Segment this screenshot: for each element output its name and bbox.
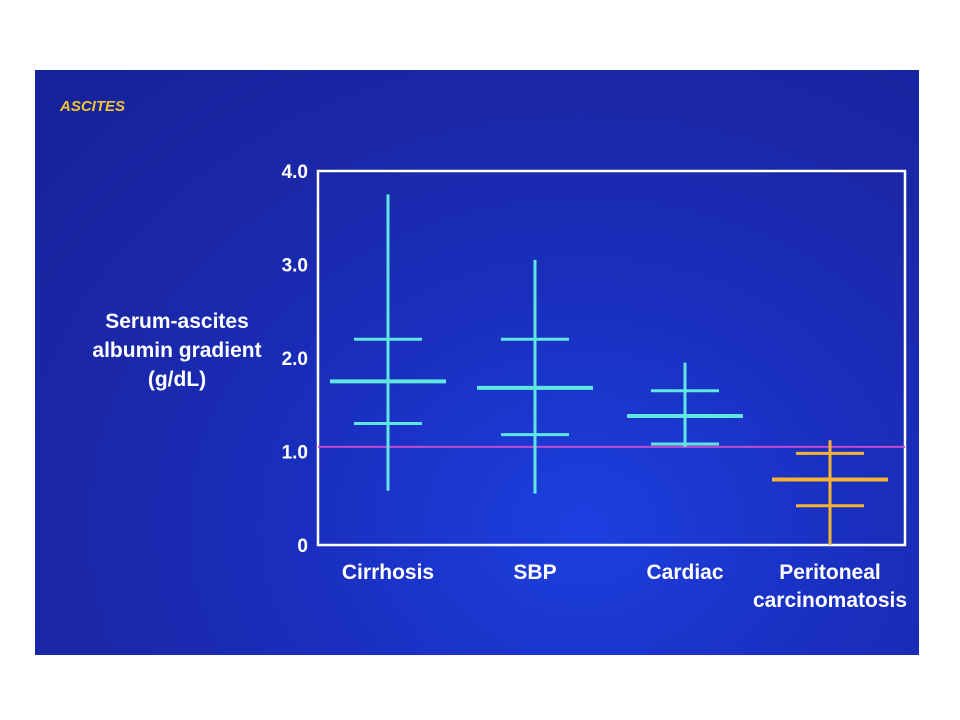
range-bar-2 <box>627 362 743 447</box>
y-tick-label: 3.0 <box>282 256 308 277</box>
category-label: SBP <box>513 561 556 584</box>
range-bars <box>330 194 888 545</box>
y-tick-label: 4.0 <box>282 162 308 183</box>
y-axis-label-line: Serum-ascites <box>105 310 249 333</box>
category-label: carcinomatosis <box>753 589 907 612</box>
category-label: Peritoneal <box>779 561 881 584</box>
plot-frame <box>316 169 907 547</box>
category-label: Cirrhosis <box>342 561 434 584</box>
y-tick-label: 2.0 <box>282 349 308 370</box>
y-axis-label: Serum-ascites albumin gradient (g/dL) <box>92 310 261 391</box>
slide-background: ASCITES Serum-ascites albumin gradient (g/… <box>35 70 919 655</box>
y-axis-label-line: albumin gradient <box>92 339 261 362</box>
range-bar-1 <box>477 259 593 494</box>
category-label: Cardiac <box>646 561 723 584</box>
ascites-chart: ASCITES Serum-ascites albumin gradient (g/… <box>59 98 907 612</box>
y-axis-ticks: 0 1.0 2.0 3.0 4.0 <box>282 162 308 557</box>
y-tick-label: 0 <box>297 536 308 557</box>
y-axis-label-line: (g/dL) <box>148 368 206 391</box>
range-bar-3 <box>772 440 888 545</box>
category-labels: Cirrhosis SBP Cardiac Peritoneal carcinomato… <box>342 561 907 612</box>
y-tick-label: 1.0 <box>282 443 308 464</box>
slide-title: ASCITES <box>59 98 125 115</box>
range-bar-0 <box>330 194 446 491</box>
